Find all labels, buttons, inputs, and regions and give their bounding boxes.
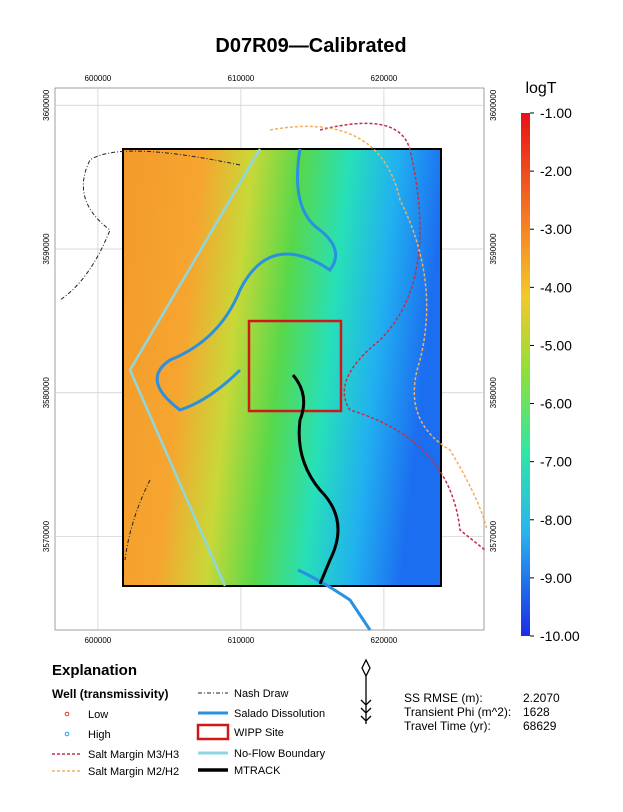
stat-value: 2.2070 (523, 691, 560, 705)
low-symbol (64, 711, 70, 717)
legend-label: Low (88, 709, 108, 721)
stat-value: 68629 (523, 719, 557, 733)
salado-dissolution (297, 568, 372, 631)
colorbar (521, 113, 530, 636)
colorbar-tick-label: -4.00 (540, 279, 572, 295)
x-tick-label: 610000 (228, 74, 255, 83)
wipp-site (247, 319, 343, 413)
x-tick-label: 600000 (85, 74, 112, 83)
stat-label: Transient Phi (m^2): (404, 705, 511, 719)
legend-label: MTRACK (234, 765, 281, 777)
legend-box (196, 723, 230, 741)
high-symbol (64, 731, 70, 737)
x-tick-label: 610000 (228, 636, 255, 645)
north-arrow (360, 658, 372, 724)
legend-label: Salado Dissolution (234, 708, 325, 720)
colorbar-tick-label: -7.00 (540, 454, 572, 470)
x-tick-label: 600000 (85, 636, 112, 645)
y-tick-label: 3590000 (489, 233, 498, 265)
no-flow-boundary (128, 148, 262, 587)
mtrack (291, 374, 340, 585)
colorbar-title: logT (525, 80, 556, 97)
y-tick-label: 3570000 (489, 520, 498, 552)
legend-label: Salt Margin M2/H2 (88, 766, 179, 778)
colorbar-tick-label: -8.00 (540, 512, 572, 528)
stat-label: Travel Time (yr): (404, 719, 491, 733)
salado-dissolution (155, 148, 338, 412)
legend-label: Salt Margin M3/H3 (88, 749, 179, 761)
colorbar-tick-label: -5.00 (540, 337, 572, 353)
legend-label: High (88, 729, 111, 741)
colorbar-tick-label: -2.00 (540, 163, 572, 179)
nash-draw (59, 150, 241, 561)
y-tick-label: 3590000 (42, 233, 51, 265)
y-tick-label: 3580000 (489, 377, 498, 409)
salt-margin-m2 (269, 125, 488, 531)
x-tick-label: 620000 (371, 74, 398, 83)
stat-value: 1628 (523, 705, 550, 719)
colorbar-tick-label: -6.00 (540, 396, 572, 412)
stat-label: SS RMSE (m): (404, 691, 483, 705)
colorbar-tick-label: -10.00 (540, 628, 580, 644)
salt-margin-m3 (319, 122, 486, 551)
title: D07R09—Calibrated (215, 35, 406, 57)
colorbar-tick-label: -3.00 (540, 221, 572, 237)
y-tick-label: 3600000 (489, 89, 498, 121)
y-tick-label: 3570000 (42, 520, 51, 552)
legend-subtitle: Well (transmissivity) (52, 687, 168, 701)
colorbar-tick-label: -9.00 (540, 570, 572, 586)
legend-label: No-Flow Boundary (234, 748, 326, 760)
legend-title: Explanation (52, 662, 137, 679)
legend-label: WIPP Site (234, 727, 284, 739)
colorbar-tick-label: -1.00 (540, 105, 572, 121)
model-domain (122, 148, 442, 587)
y-tick-label: 3600000 (42, 89, 51, 121)
x-tick-label: 620000 (371, 636, 398, 645)
legend-label: Nash Draw (234, 688, 288, 700)
y-tick-label: 3580000 (42, 377, 51, 409)
